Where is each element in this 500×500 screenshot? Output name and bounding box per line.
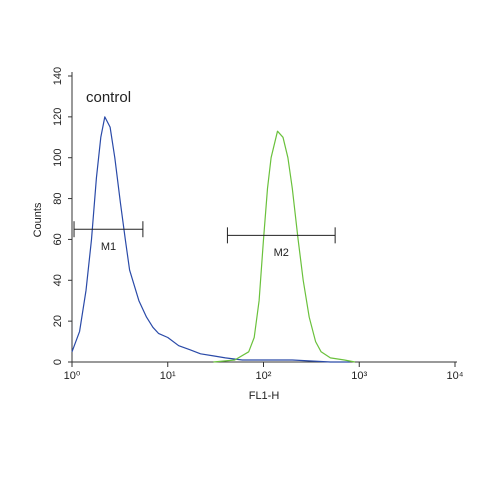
y-tick-label: 80 [52, 192, 64, 204]
marker-label: M2 [274, 247, 289, 259]
series-line [71, 116, 350, 363]
x-tick-label: 10⁴ [447, 370, 464, 382]
marker-label: M1 [101, 241, 116, 253]
series-line [213, 130, 356, 363]
y-tick-label: 100 [52, 149, 64, 167]
y-tick-label: 140 [52, 67, 64, 85]
y-tick-label: 60 [52, 233, 64, 245]
x-axis-label: FL1-H [249, 390, 280, 402]
y-axis-label: Counts [32, 202, 44, 237]
y-tick-label: 20 [52, 315, 64, 327]
annotation: control [86, 89, 131, 106]
x-tick-label: 10¹ [160, 370, 176, 382]
y-tick-label: 0 [52, 359, 64, 365]
x-tick-label: 10³ [351, 370, 367, 382]
x-tick-label: 10⁰ [64, 370, 81, 382]
x-tick-label: 10² [256, 370, 272, 382]
y-tick-label: 40 [52, 274, 64, 286]
y-tick-label: 120 [52, 108, 64, 126]
